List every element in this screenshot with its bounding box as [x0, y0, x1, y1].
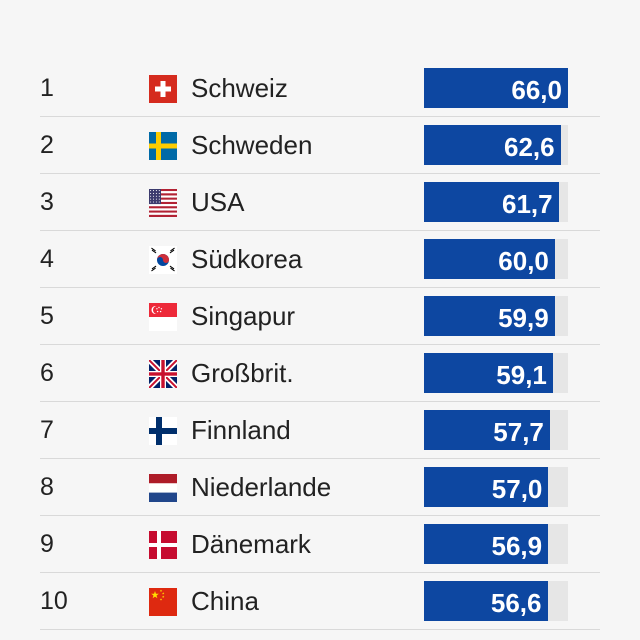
dk-flag-icon [149, 531, 177, 559]
gb-flag-icon [149, 360, 177, 388]
ch-flag-icon [149, 75, 177, 103]
country-label: Schweiz [191, 73, 288, 103]
table-row: 4 Südkorea 60,0 [40, 231, 600, 288]
value-label: 56,9 [491, 531, 543, 561]
bar: 61,7 [424, 182, 559, 222]
value-label: 56,6 [490, 588, 542, 618]
bar-track: 56,6 [424, 581, 568, 621]
bar: 57,0 [424, 467, 549, 507]
bar-track: 59,9 [424, 296, 568, 336]
bar: 56,6 [424, 581, 548, 621]
country-label: USA [191, 187, 245, 217]
se-flag-icon [149, 132, 177, 160]
country-label: Großbrit. [191, 358, 294, 388]
rank-label: 5 [40, 302, 54, 330]
bar-track: 57,0 [424, 467, 568, 507]
table-row: 6 Großbrit. 59,1 [40, 345, 600, 402]
bar: 59,9 [424, 296, 555, 336]
value-label: 60,0 [498, 246, 549, 276]
bar: 60,0 [424, 239, 555, 279]
bar: 59,1 [424, 353, 553, 393]
rank-label: 4 [40, 245, 54, 273]
table-row: 3 USA 61,7 [40, 174, 600, 231]
country-label: Südkorea [191, 244, 303, 274]
bar-track: 60,0 [424, 239, 568, 279]
rank-label: 10 [40, 587, 68, 615]
bar-track: 59,1 [424, 353, 568, 393]
table-row: 9 Dänemark 56,9 [40, 516, 600, 573]
country-label: Finnland [191, 415, 291, 445]
bar-track: 66,0 [424, 68, 568, 108]
bar: 66,0 [424, 68, 568, 108]
country-label: Niederlande [191, 472, 332, 502]
country-label: China [191, 586, 259, 616]
value-label: 59,1 [496, 360, 547, 390]
country-label: Dänemark [191, 529, 311, 559]
country-label: Schweden [191, 130, 313, 160]
bar-track: 61,7 [424, 182, 568, 222]
rank-label: 7 [40, 416, 54, 444]
bar: 57,7 [424, 410, 550, 450]
table-row: 5 Singapur 59,9 [40, 288, 600, 345]
us-flag-icon [149, 189, 177, 217]
value-label: 59,9 [498, 303, 549, 333]
country-label: Singapur [191, 301, 296, 331]
value-label: 66,0 [511, 75, 562, 105]
bar-track: 57,7 [424, 410, 568, 450]
value-label: 57,0 [491, 474, 543, 504]
ranking-table: 1 Schweiz 66,0 2 Schweden 62,6 3 USA 61,7 4 Südkor… [40, 60, 600, 630]
kr-flag-icon [149, 246, 177, 274]
cn-flag-icon [149, 588, 177, 616]
bar: 56,9 [424, 524, 549, 564]
sg-flag-icon [149, 303, 177, 331]
value-label: 57,7 [493, 417, 544, 447]
table-row: 1 Schweiz 66,0 [40, 60, 600, 117]
rank-label: 6 [40, 359, 54, 387]
table-row: 10 China 56,6 [40, 573, 600, 630]
rank-label: 8 [40, 473, 54, 501]
rank-label: 9 [40, 530, 54, 558]
rank-label: 1 [40, 74, 54, 102]
rank-label: 2 [40, 131, 54, 159]
bar-track: 56,9 [424, 524, 568, 564]
rank-label: 3 [40, 188, 54, 216]
value-label: 62,6 [503, 132, 555, 162]
table-row: 2 Schweden 62,6 [40, 117, 600, 174]
bar: 62,6 [424, 125, 561, 165]
table-row: 8 Niederlande 57,0 [40, 459, 600, 516]
nl-flag-icon [149, 474, 177, 502]
bar-track: 62,6 [424, 125, 568, 165]
table-row: 7 Finnland 57,7 [40, 402, 600, 459]
fi-flag-icon [149, 417, 177, 445]
value-label: 61,7 [501, 189, 553, 219]
